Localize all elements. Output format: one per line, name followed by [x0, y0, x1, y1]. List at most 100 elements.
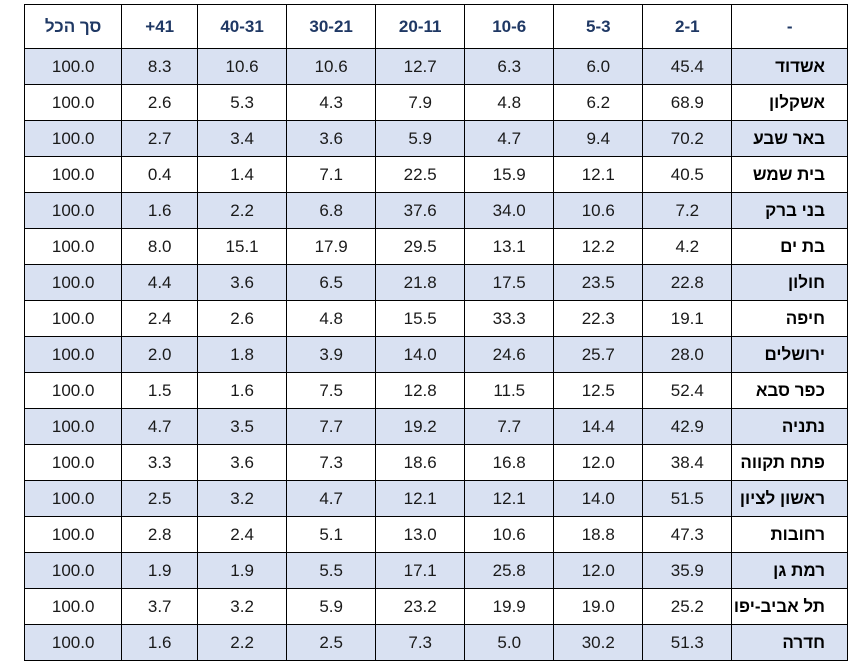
value-cell: 42.9 — [642, 408, 733, 445]
value-cell: 3.3 — [121, 444, 199, 481]
table-row: אשדוד 45.4 6.0 6.3 12.7 10.6 10.6 8.3 100.0 — [23, 48, 848, 85]
value-cell: 7.3 — [375, 624, 466, 661]
value-cell: 19.0 — [553, 588, 644, 625]
total-cell: 100.0 — [23, 48, 123, 85]
city-name-cell: רמת גן — [731, 552, 848, 589]
city-name-cell: אשדוד — [731, 48, 848, 85]
data-table-container: - 2-1 5-3 10-6 20-11 30-21 40-31 41+ סך … — [23, 4, 848, 661]
value-cell: 12.1 — [553, 156, 644, 193]
value-cell: 1.6 — [121, 624, 199, 661]
city-name-cell: נתניה — [731, 408, 848, 445]
value-cell: 2.2 — [197, 624, 288, 661]
value-cell: 12.1 — [464, 480, 555, 517]
value-cell: 30.2 — [553, 624, 644, 661]
value-cell: 7.1 — [286, 156, 377, 193]
city-distribution-table: - 2-1 5-3 10-6 20-11 30-21 40-31 41+ סך … — [23, 4, 848, 661]
value-cell: 7.2 — [642, 192, 733, 229]
total-cell: 100.0 — [23, 84, 123, 121]
value-cell: 14.4 — [553, 408, 644, 445]
value-cell: 21.8 — [375, 264, 466, 301]
value-cell: 13.0 — [375, 516, 466, 553]
total-cell: 100.0 — [23, 120, 123, 157]
value-cell: 51.5 — [642, 480, 733, 517]
table-row: אשקלון 68.9 6.2 4.8 7.9 4.3 5.3 2.6 100.0 — [23, 84, 848, 121]
value-cell: 68.9 — [642, 84, 733, 121]
value-cell: 14.0 — [375, 336, 466, 373]
header-cell-5-3: 5-3 — [553, 4, 644, 49]
value-cell: 2.7 — [121, 120, 199, 157]
value-cell: 6.0 — [553, 48, 644, 85]
value-cell: 25.2 — [642, 588, 733, 625]
value-cell: 12.2 — [553, 228, 644, 265]
table-row: נתניה 42.9 14.4 7.7 19.2 7.7 3.5 4.7 100.0 — [23, 408, 848, 445]
value-cell: 4.7 — [464, 120, 555, 157]
value-cell: 16.8 — [464, 444, 555, 481]
value-cell: 12.0 — [553, 552, 644, 589]
table-header: - 2-1 5-3 10-6 20-11 30-21 40-31 41+ סך … — [23, 4, 848, 49]
value-cell: 19.9 — [464, 588, 555, 625]
value-cell: 2.6 — [197, 300, 288, 337]
total-cell: 100.0 — [23, 588, 123, 625]
value-cell: 29.5 — [375, 228, 466, 265]
table-row: פתח תקווה 38.4 12.0 16.8 18.6 7.3 3.6 3.3 100.0 — [23, 444, 848, 481]
header-cell-total: סך הכל — [23, 4, 123, 49]
value-cell: 8.3 — [121, 48, 199, 85]
total-cell: 100.0 — [23, 408, 123, 445]
value-cell: 37.6 — [375, 192, 466, 229]
city-name-cell: באר שבע — [731, 120, 848, 157]
value-cell: 1.9 — [121, 552, 199, 589]
value-cell: 10.6 — [553, 192, 644, 229]
value-cell: 22.5 — [375, 156, 466, 193]
value-cell: 10.6 — [286, 48, 377, 85]
value-cell: 22.8 — [642, 264, 733, 301]
value-cell: 33.3 — [464, 300, 555, 337]
value-cell: 6.2 — [553, 84, 644, 121]
value-cell: 2.0 — [121, 336, 199, 373]
value-cell: 10.6 — [464, 516, 555, 553]
value-cell: 3.6 — [197, 444, 288, 481]
value-cell: 3.2 — [197, 588, 288, 625]
value-cell: 5.5 — [286, 552, 377, 589]
value-cell: 1.6 — [197, 372, 288, 409]
value-cell: 2.6 — [121, 84, 199, 121]
value-cell: 2.4 — [121, 300, 199, 337]
total-cell: 100.0 — [23, 444, 123, 481]
table-row: בת ים 4.2 12.2 13.1 29.5 17.9 15.1 8.0 100.0 — [23, 228, 848, 265]
total-cell: 100.0 — [23, 552, 123, 589]
table-row: בית שמש 40.5 12.1 15.9 22.5 7.1 1.4 0.4 100.0 — [23, 156, 848, 193]
value-cell: 3.6 — [286, 120, 377, 157]
value-cell: 15.1 — [197, 228, 288, 265]
value-cell: 7.7 — [286, 408, 377, 445]
header-cell-corner: - — [731, 4, 848, 49]
table-body: אשדוד 45.4 6.0 6.3 12.7 10.6 10.6 8.3 100.0 אשקלו… — [23, 48, 848, 661]
value-cell: 8.0 — [121, 228, 199, 265]
value-cell: 40.5 — [642, 156, 733, 193]
value-cell: 45.4 — [642, 48, 733, 85]
value-cell: 4.4 — [121, 264, 199, 301]
value-cell: 7.3 — [286, 444, 377, 481]
city-name-cell: בני ברק — [731, 192, 848, 229]
header-cell-41-plus: 41+ — [121, 4, 199, 49]
header-row: - 2-1 5-3 10-6 20-11 30-21 40-31 41+ סך … — [23, 4, 848, 49]
value-cell: 12.7 — [375, 48, 466, 85]
value-cell: 5.3 — [197, 84, 288, 121]
value-cell: 17.9 — [286, 228, 377, 265]
city-name-cell: תל אביב-יפו — [731, 588, 848, 625]
table-row: ירושלים 28.0 25.7 24.6 14.0 3.9 1.8 2.0 100.0 — [23, 336, 848, 373]
value-cell: 2.5 — [121, 480, 199, 517]
value-cell: 10.6 — [197, 48, 288, 85]
value-cell: 25.8 — [464, 552, 555, 589]
value-cell: 3.9 — [286, 336, 377, 373]
value-cell: 2.8 — [121, 516, 199, 553]
table-row: חיפה 19.1 22.3 33.3 15.5 4.8 2.6 2.4 100.0 — [23, 300, 848, 337]
value-cell: 1.4 — [197, 156, 288, 193]
value-cell: 12.0 — [553, 444, 644, 481]
value-cell: 5.9 — [375, 120, 466, 157]
value-cell: 7.9 — [375, 84, 466, 121]
value-cell: 5.9 — [286, 588, 377, 625]
value-cell: 12.1 — [375, 480, 466, 517]
city-name-cell: חדרה — [731, 624, 848, 661]
header-cell-30-21: 30-21 — [286, 4, 377, 49]
value-cell: 34.0 — [464, 192, 555, 229]
value-cell: 2.4 — [197, 516, 288, 553]
